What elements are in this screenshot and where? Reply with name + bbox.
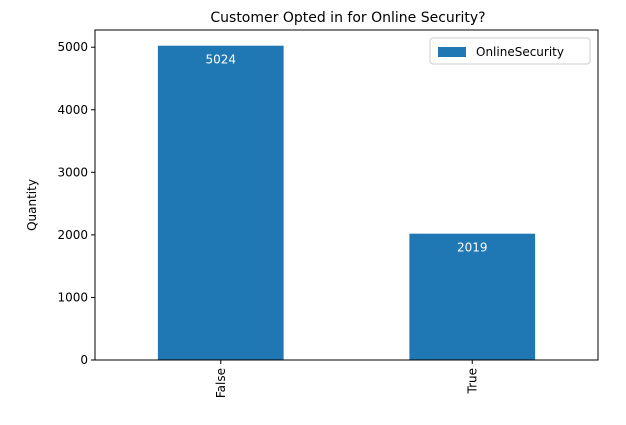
data-label-true: 2019 xyxy=(457,241,488,255)
y-tick-label: 5000 xyxy=(57,40,88,54)
bar-false xyxy=(157,45,284,361)
plot-area: 5024 2019 xyxy=(157,45,536,361)
y-tick-label: 2000 xyxy=(57,228,88,242)
y-tick-label: 4000 xyxy=(57,103,88,117)
y-tick-label: 3000 xyxy=(57,165,88,179)
y-tick-label: 1000 xyxy=(57,290,88,304)
x-tick-label-false: False xyxy=(214,368,228,398)
data-label-false: 5024 xyxy=(205,53,236,67)
x-tick-label-true: True xyxy=(465,368,479,395)
y-axis-title: Quantity xyxy=(25,179,39,231)
legend: OnlineSecurity xyxy=(429,37,591,65)
y-tick-label: 0 xyxy=(80,353,88,367)
bar-true xyxy=(409,233,536,360)
legend-swatch xyxy=(438,47,466,57)
axes: False True 0 1000 2000 3000 4000 5000 xyxy=(57,29,599,398)
chart-title: Customer Opted in for Online Security? xyxy=(210,10,485,26)
legend-label: OnlineSecurity xyxy=(476,45,564,59)
legend-box xyxy=(429,37,591,65)
plot-frame xyxy=(94,29,599,361)
